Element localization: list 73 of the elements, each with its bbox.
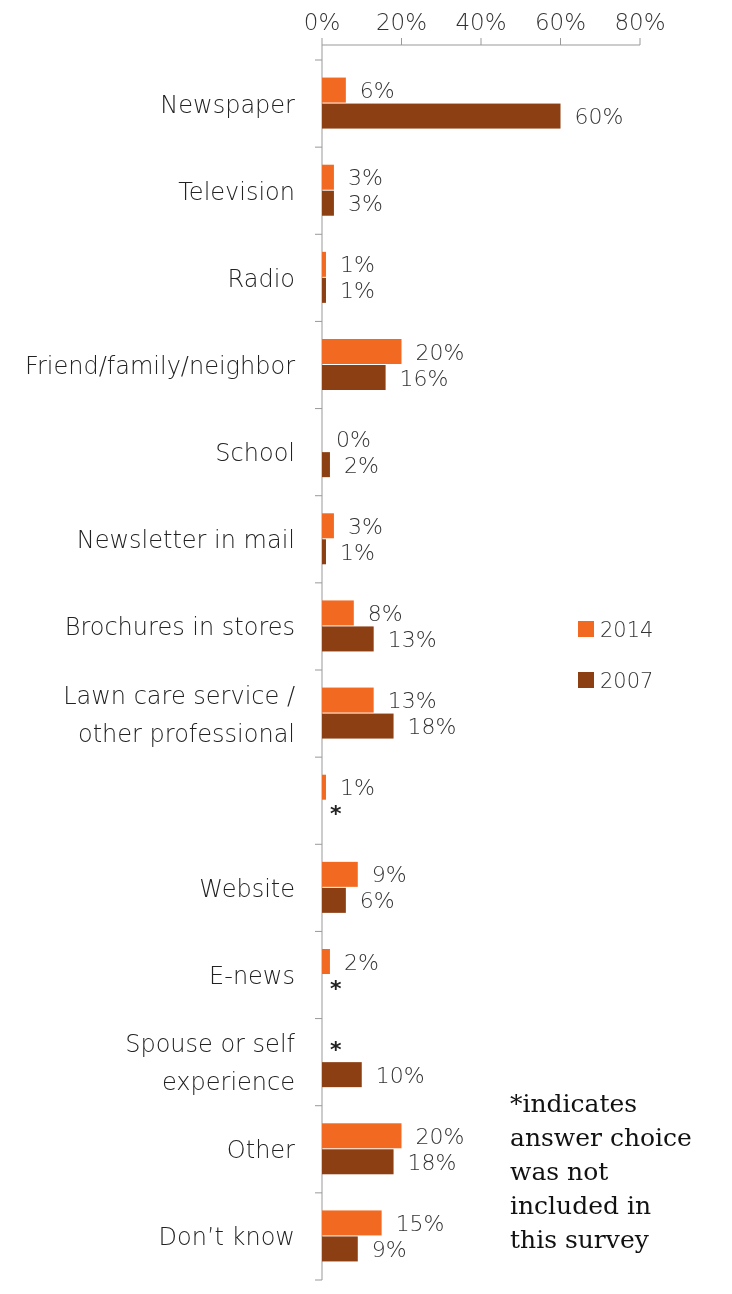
bar [322,365,386,390]
data-label: 8% [367,600,403,626]
bar [322,339,402,364]
data-label: 2% [343,949,379,975]
data-label: 1% [339,775,375,801]
bar [322,1236,358,1262]
bar [322,600,354,626]
data-label: 18% [407,714,457,740]
x-tick-label: 20% [375,9,428,35]
y-tick-label: Brochures in stores [64,613,295,642]
data-label: 16% [399,365,449,391]
x-tick-label: 60% [534,9,587,35]
bar [322,539,326,565]
data-label: 15% [395,1210,445,1236]
data-label: 6% [359,78,395,104]
bar [322,1062,362,1088]
data-label: 20% [415,1123,465,1149]
y-tick-label: Newspaper [160,90,296,119]
data-label: 9% [371,1236,407,1262]
data-label: 20% [415,339,465,365]
y-tick-label: Radio [227,264,295,293]
bar [322,1123,402,1149]
bar [322,887,346,913]
text: * [330,975,342,1001]
bar [322,774,326,800]
bar [322,452,330,478]
y-tick-label: E-news [209,962,295,990]
y-tick-label: Other [226,1136,296,1165]
y-tick-label: Don’t know [158,1223,295,1252]
bar [322,77,346,103]
data-label: 1% [339,539,375,565]
legend-label: 2007 [600,669,654,693]
text: * [330,801,342,827]
data-label: 6% [359,888,395,914]
bar [322,626,374,652]
data-label: 3% [347,165,383,191]
bar [322,277,326,303]
bar [322,949,330,974]
data-label: 1% [339,252,375,278]
bar [322,713,394,739]
y-tick-label: School [215,439,295,468]
x-tick-label: 80% [614,9,666,35]
x-tick-label: 0% [303,9,341,35]
y-tick-label: Friend/family/neighbor [24,352,296,380]
bar [322,164,334,190]
x-tick-label: 40% [455,9,507,35]
data-label: 18% [407,1149,457,1175]
y-tick-label: Lawn care service / other professional [63,681,295,748]
data-label: 2% [343,452,379,478]
data-label: 1% [339,278,375,304]
bar [322,687,374,713]
bar [322,861,358,887]
bar [322,513,334,539]
data-label: 0% [336,426,371,452]
bar [322,251,326,277]
bar [322,1210,382,1236]
bar [322,1149,394,1175]
data-label: 9% [371,862,407,888]
text: * [330,1036,342,1062]
y-tick-label: Website [199,874,295,903]
data-label: 3% [347,513,383,539]
y-tick-label: Newsletter in mail [76,526,295,555]
data-label: 13% [387,688,437,714]
bar [322,103,561,129]
data-label: 3% [347,191,383,217]
legend-label: 2014 [600,618,654,642]
data-label: 13% [387,626,437,652]
data-label: 10% [375,1062,425,1088]
bar [322,190,334,216]
y-tick-label: Spouse or self experience [125,1030,296,1097]
annotation: *indicates answer choice was not included in this survey [510,1089,692,1254]
y-tick-label: Television [178,177,295,206]
data-label: 60% [574,104,624,130]
